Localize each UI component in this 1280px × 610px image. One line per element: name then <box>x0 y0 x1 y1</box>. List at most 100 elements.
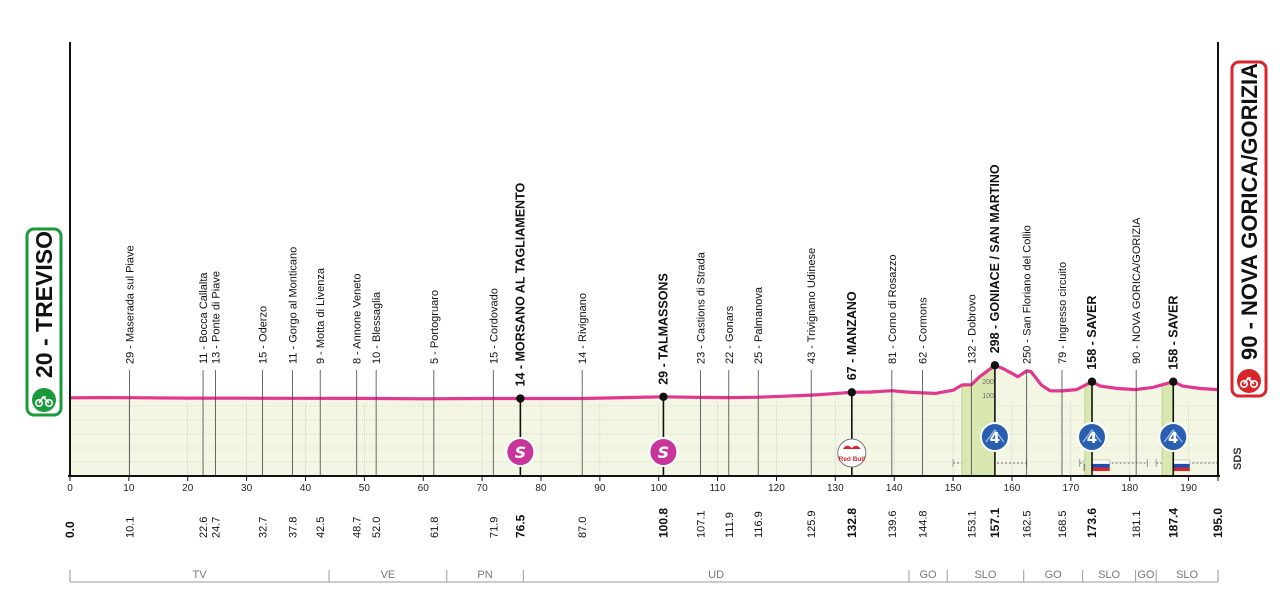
kom-icon <box>1077 422 1108 452</box>
town-dot <box>990 361 1000 370</box>
km-label: 32.7 <box>258 517 270 538</box>
x-axis-tick-label: 40 <box>300 483 312 494</box>
flag-band-red <box>1083 467 1110 471</box>
finish-badge: 90 - NOVA GORICA/GORIZIA <box>1230 60 1268 398</box>
km-label: 168.5 <box>1057 510 1069 538</box>
border-flag-icon <box>1083 459 1110 471</box>
finish-bike-icon <box>1237 369 1261 393</box>
km-label: 0.0 <box>63 521 77 538</box>
region-label: PN <box>477 569 492 581</box>
town-dot <box>516 394 525 403</box>
profile-line <box>69 363 1219 401</box>
km-label: 71.9 <box>488 517 500 538</box>
town-label: 9 - Motta di Livenza <box>315 267 327 364</box>
x-axis-tick-label: 80 <box>535 483 547 494</box>
town-label: 23 - Castions di Strada <box>696 251 708 364</box>
x-axis-tick-label: 120 <box>768 483 785 494</box>
town-label: 13 - Ponte di Piave <box>210 271 222 364</box>
x-axis-tick-label: 140 <box>886 483 903 494</box>
kom-icon <box>979 422 1010 452</box>
finish-badge-frame <box>1230 60 1268 398</box>
km-label: 116.9 <box>753 511 765 538</box>
region-label: GO <box>1137 569 1155 581</box>
x-axis-tick-label: 190 <box>1180 483 1197 494</box>
x-axis-tick-label: 0 <box>67 483 73 494</box>
profile-area <box>70 365 1218 476</box>
x-axis-tick-label: 110 <box>710 483 726 494</box>
x-axis-tick-label: 50 <box>359 483 371 494</box>
km-label: 76.5 <box>513 514 527 538</box>
gradient-inset-tick: 200 <box>982 379 994 386</box>
finish-label: 90 - NOVA GORICA/GORIZIA <box>1237 63 1262 360</box>
town-label: 158 - SAVER <box>1085 296 1099 370</box>
red-bull-logo-shape <box>842 445 861 449</box>
region-label: VE <box>381 569 396 581</box>
town-dot <box>1087 377 1097 386</box>
km-label: 173.6 <box>1085 508 1099 538</box>
town-label: 14 - MORSANO AL TAGLIAMENTO <box>513 183 527 387</box>
km-label: 61.8 <box>429 517 441 538</box>
region-label: SLO <box>974 569 996 581</box>
town-label: 22 - Gonars <box>724 305 736 364</box>
x-axis-tick-label: 170 <box>1062 483 1079 494</box>
km-label: 157.1 <box>988 508 1002 538</box>
town-label: 62 - Cormons <box>918 297 930 364</box>
town-label: 298 - GONIACE / SAN MARTINO <box>988 164 1002 353</box>
x-axis-tick-label: 20 <box>182 483 194 494</box>
start-badge-frame <box>25 227 63 417</box>
town-label: 132 - Dobrovo <box>966 294 978 364</box>
region-label: GO <box>919 569 937 581</box>
town-label: 90 - NOVA GORICA/GORIZIA <box>1131 217 1143 364</box>
kom-icon-label: 4 <box>1087 429 1097 447</box>
flag-band-blue <box>1163 464 1190 468</box>
town-label: 25 - Palmanova <box>753 286 765 364</box>
region-label: SLO <box>1098 569 1120 581</box>
region-bar: TV VE PN UD GO SLO GO SLO GO SLO <box>69 569 1219 583</box>
start-label: 20 - TREVISO <box>31 231 57 378</box>
km-label: 107.1 <box>696 510 708 538</box>
sprint-icon-label: S <box>515 443 527 462</box>
town-label: 15 - Cordovado <box>488 288 500 364</box>
x-axis-tick-label: 100 <box>650 483 667 494</box>
town-dot <box>847 388 857 397</box>
km-label: 132.8 <box>845 508 859 538</box>
start-bike-icon <box>32 388 56 412</box>
town-label: 15 - Oderzo <box>258 306 270 364</box>
x-axis-tick-label: 90 <box>594 483 606 494</box>
km-label: 139.6 <box>887 510 899 538</box>
region-label: SLO <box>1176 569 1198 581</box>
km-label: 153.1 <box>966 510 978 538</box>
profile-area-layer <box>70 365 1218 476</box>
x-axis-tick-label: 150 <box>945 483 962 494</box>
town-label: 5 - Portogruaro <box>429 290 441 364</box>
town-label: 81 - Corno di Rosazzo <box>887 255 899 364</box>
start-badge: 20 - TREVISO <box>25 227 63 417</box>
red-bull-bonus-label: Red Bull <box>839 456 866 463</box>
km-label: 187.4 <box>1166 508 1180 538</box>
flag-band-blue <box>1083 464 1110 468</box>
sds-label: SDS <box>1232 447 1244 470</box>
profile-line-layer <box>69 363 1219 401</box>
km-label: 24.7 <box>210 517 222 538</box>
sprint-icon-label: S <box>658 443 670 462</box>
kom-icon-mountain <box>985 429 1005 443</box>
red-bull-bonus-icon <box>837 438 867 468</box>
km-label: 42.5 <box>315 517 327 538</box>
finish-bike-glyph <box>1240 376 1259 388</box>
region-label: TV <box>192 569 207 581</box>
town-label: 10 - Blessaglia <box>371 291 383 364</box>
kom-icon-label: 4 <box>990 429 1000 447</box>
km-label: 48.7 <box>352 517 364 538</box>
town-label: 29 - TALMASSONS <box>656 273 670 385</box>
town-label: 29 - Maserada sul Piave <box>125 245 137 364</box>
x-axis-tick-label: 180 <box>1121 483 1138 494</box>
town-label: 43 - Trivignano Udinese <box>806 248 818 364</box>
gradient-inset-tick: 100 <box>982 393 994 400</box>
markers-layer: S S Red Bull 4 4 4 <box>505 422 1189 468</box>
x-axis-tick-label: 160 <box>1004 483 1021 494</box>
kom-icon-mountain <box>1082 429 1102 443</box>
x-axis-tick-label: 10 <box>123 483 135 494</box>
km-label: 144.8 <box>918 510 930 538</box>
town-label: 79 - Ingresso circuito <box>1057 262 1069 364</box>
